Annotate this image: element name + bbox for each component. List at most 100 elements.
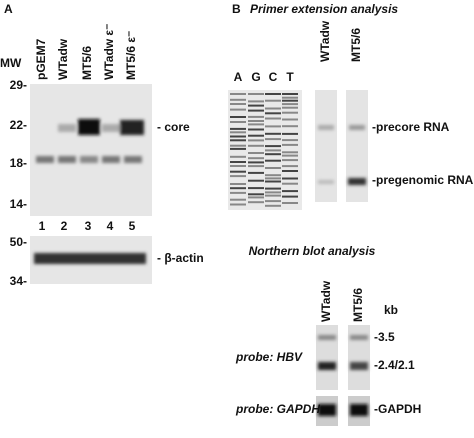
seq-band xyxy=(230,135,246,138)
lane-number: 4 xyxy=(107,219,114,233)
seq-band xyxy=(282,159,298,162)
seq-band xyxy=(248,144,264,147)
seq-band xyxy=(248,201,264,204)
size-marker: -3.5 xyxy=(374,330,395,344)
seq-band xyxy=(230,127,246,130)
seq-band xyxy=(265,191,281,194)
band-label: -pregenomic RNA xyxy=(372,173,474,187)
mw-marker: 34- xyxy=(10,274,27,288)
seq-band xyxy=(248,104,264,107)
mw-marker: 50- xyxy=(10,235,27,249)
seq-band xyxy=(248,100,264,103)
seq-band xyxy=(248,115,264,118)
seq-band xyxy=(230,93,246,95)
lane-number: 3 xyxy=(85,219,92,233)
seq-band xyxy=(265,180,281,183)
seq-band xyxy=(265,107,281,110)
seq-band xyxy=(282,103,298,106)
seq-band xyxy=(282,132,298,135)
seq-band xyxy=(248,171,264,174)
seq-band xyxy=(230,161,246,163)
panel-title: Primer extension analysis xyxy=(250,2,398,16)
seq-band xyxy=(282,195,298,198)
lane-number: 5 xyxy=(129,219,136,233)
seq-band xyxy=(265,204,281,207)
seq-band xyxy=(282,165,298,168)
northern-title: Northern blot analysis xyxy=(249,244,376,258)
seq-band xyxy=(230,108,246,111)
seq-band xyxy=(265,187,281,190)
seq-band xyxy=(265,177,281,180)
seq-band xyxy=(265,93,281,95)
seq-band xyxy=(248,196,264,199)
seq-band xyxy=(265,167,281,169)
lane-label: WTadw xyxy=(318,20,332,62)
seq-band xyxy=(230,183,246,185)
probe-label: probe: HBV xyxy=(235,350,303,364)
seq-band xyxy=(230,116,246,118)
band-label: - β-actin xyxy=(157,251,204,265)
seq-band xyxy=(265,145,281,148)
seq-band xyxy=(248,93,264,95)
gel-lane xyxy=(346,90,368,202)
seq-band xyxy=(282,177,298,180)
panel-label: B xyxy=(232,2,241,16)
lane-label: MT5/6 ε⁻ xyxy=(124,31,138,80)
probe-label: probe: GAPDH xyxy=(235,402,320,416)
lane-number: 1 xyxy=(39,219,46,233)
lane-label: MT5/6 xyxy=(349,28,363,62)
seq-band xyxy=(282,118,298,121)
seq-band xyxy=(282,93,298,95)
lane-label: MT5/6 xyxy=(351,288,365,322)
lane-label: G xyxy=(251,70,260,84)
seq-band xyxy=(282,106,298,109)
seq-band xyxy=(230,131,246,134)
seq-band xyxy=(265,200,281,203)
mw-marker: 14- xyxy=(10,197,27,211)
seq-band xyxy=(265,132,281,135)
seq-band xyxy=(282,151,298,154)
seq-band xyxy=(282,96,298,99)
seq-band xyxy=(248,123,264,126)
seq-band xyxy=(248,165,264,168)
mw-marker: 18- xyxy=(10,156,27,170)
seq-band xyxy=(265,117,281,120)
panel-label: A xyxy=(4,2,13,16)
seq-band xyxy=(282,111,298,114)
seq-band xyxy=(230,187,246,190)
seq-band xyxy=(282,99,298,102)
seq-band xyxy=(282,143,298,146)
mw-marker: 22- xyxy=(10,118,27,132)
western-blot xyxy=(30,84,152,216)
gel-lane xyxy=(315,90,337,202)
seq-band xyxy=(248,157,264,160)
seq-band xyxy=(248,152,264,154)
lane-label: WTadw xyxy=(56,38,70,80)
seq-band xyxy=(230,198,246,201)
seq-band xyxy=(282,202,298,204)
seq-band xyxy=(248,109,264,112)
seq-band xyxy=(248,187,264,190)
seq-band xyxy=(230,139,246,142)
seq-band xyxy=(230,103,246,105)
seq-band xyxy=(265,125,281,128)
seq-band xyxy=(282,182,298,185)
northern-lane xyxy=(348,325,370,390)
mw-marker: 29- xyxy=(10,78,27,92)
size-marker: -2.4/2.1 xyxy=(374,358,415,372)
lane-label: WTadw ε⁻ xyxy=(102,24,116,80)
seq-band xyxy=(248,161,264,164)
seq-band xyxy=(230,155,246,158)
primer-bands xyxy=(318,125,366,185)
seq-band xyxy=(230,98,246,101)
band-label: -GAPDH xyxy=(374,402,421,416)
seq-band xyxy=(265,153,281,156)
seq-band xyxy=(282,190,298,193)
seq-band xyxy=(265,149,281,152)
seq-band xyxy=(230,203,246,206)
band-label: -precore RNA xyxy=(372,120,450,134)
lane-label: WTadw xyxy=(319,280,333,322)
seq-band xyxy=(248,128,264,131)
seq-band xyxy=(248,193,264,196)
